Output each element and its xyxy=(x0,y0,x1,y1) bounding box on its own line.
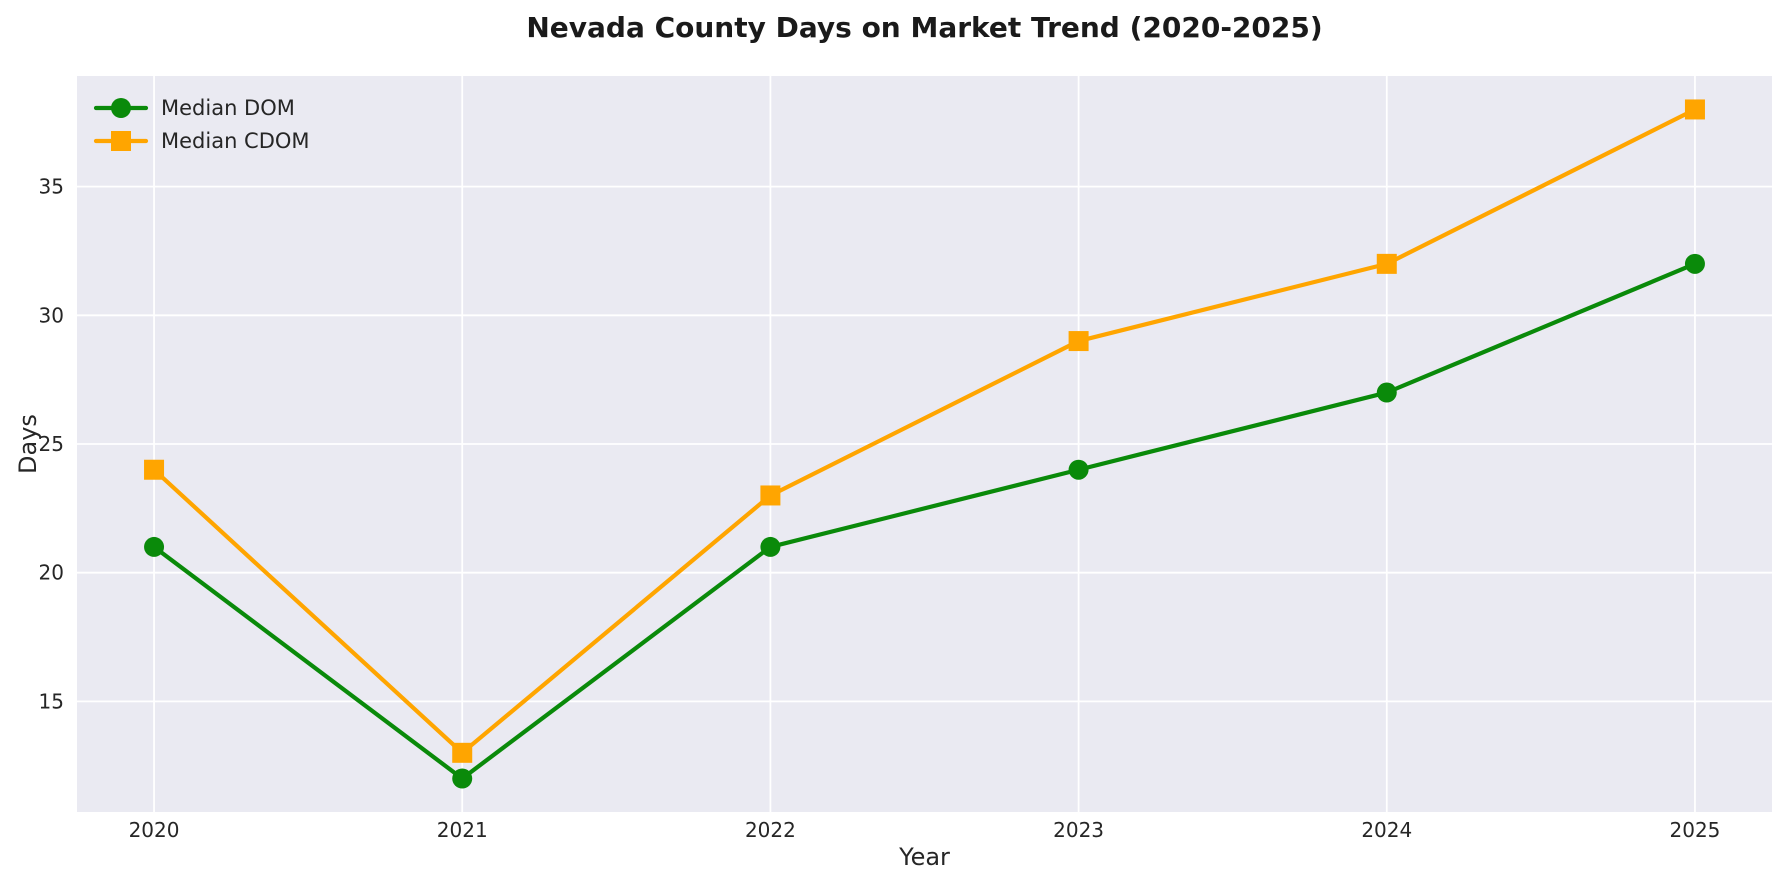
x-tick-label: 2023 xyxy=(1053,818,1104,842)
data-point-marker-median-dom xyxy=(144,536,165,557)
x-tick-label: 2020 xyxy=(129,818,180,842)
legend: Median DOM Median CDOM xyxy=(93,96,310,153)
legend-item-median-cdom: Median CDOM xyxy=(93,129,310,153)
data-point-marker-median-dom xyxy=(1684,253,1705,274)
y-tick-label: 25 xyxy=(39,432,64,456)
data-point-marker-median-dom xyxy=(760,536,781,557)
x-tick-label: 2022 xyxy=(745,818,796,842)
legend-square-marker-icon xyxy=(111,131,131,151)
data-point-marker-median-cdom xyxy=(144,459,165,480)
y-tick-label: 15 xyxy=(39,689,64,713)
data-point-marker-median-cdom xyxy=(1376,253,1397,274)
legend-circle-marker-icon xyxy=(111,98,131,118)
chart-title: Nevada County Days on Market Trend (2020… xyxy=(526,11,1323,44)
legend-label: Median DOM xyxy=(161,96,295,120)
data-point-marker-median-dom xyxy=(1376,382,1397,403)
data-point-marker-median-cdom xyxy=(452,742,473,763)
y-axis-label: Days xyxy=(14,414,42,474)
data-point-marker-median-dom xyxy=(452,768,473,789)
data-point-marker-median-cdom xyxy=(1684,99,1705,120)
series-line-median-cdom xyxy=(151,107,1698,755)
data-point-marker-median-dom xyxy=(1068,459,1089,480)
legend-label: Median CDOM xyxy=(161,129,310,153)
x-tick-label: 2024 xyxy=(1361,818,1412,842)
y-tick-label: 35 xyxy=(39,175,64,199)
data-point-marker-median-cdom xyxy=(760,485,781,506)
x-axis-label: Year xyxy=(899,843,950,871)
y-tick-label: 20 xyxy=(39,561,64,585)
legend-item-median-dom: Median DOM xyxy=(93,96,295,120)
series-line-median-dom xyxy=(151,261,1698,781)
x-tick-label: 2021 xyxy=(437,818,488,842)
data-point-marker-median-cdom xyxy=(1068,331,1089,352)
y-tick-label: 30 xyxy=(39,303,64,327)
x-tick-label: 2025 xyxy=(1670,818,1721,842)
